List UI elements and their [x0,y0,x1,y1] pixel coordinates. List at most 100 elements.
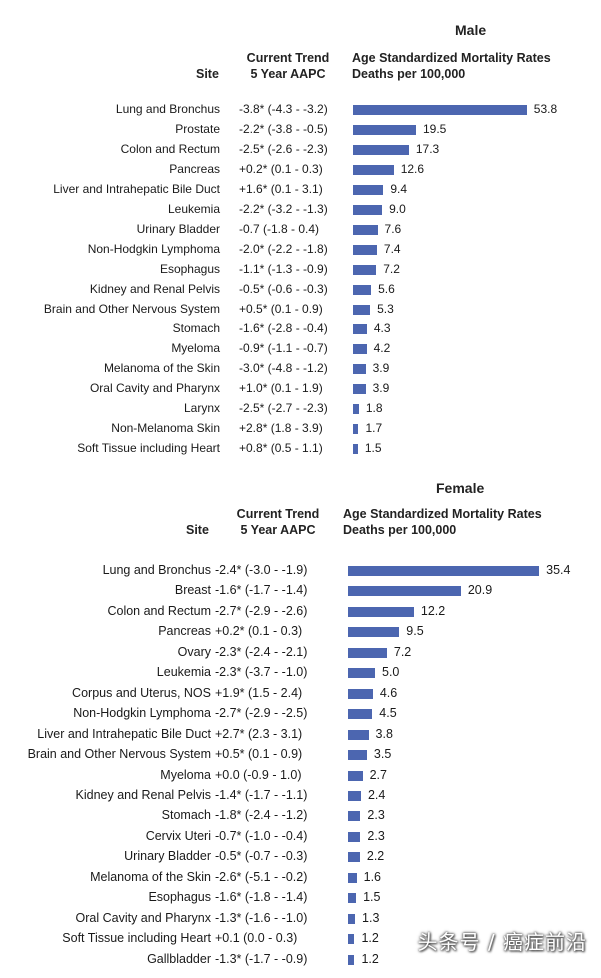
trend-label: -0.5* (-0.7 - -0.3) [215,849,308,864]
value-label: 1.8 [365,401,383,416]
site-label: Breast [174,583,211,598]
chart-row: Non-Hodgkin Lymphoma -2.7* (-2.9 - -2.5) 4… [0,704,601,724]
site-label: Kidney and Renal Pelvis [89,281,220,296]
watermark: 头条号 / 癌症前沿 [417,930,587,954]
site-label: Colon and Rectum [107,603,211,618]
trend-label: -1.1* (-1.3 - -0.9) [239,261,328,276]
chart-row: Oral Cavity and Pharynx -1.3* (-1.6 - -1.… [0,909,601,929]
chart-row: Lung and Bronchus -2.4* (-3.0 - -1.9) 35.4 [0,561,601,581]
value-label: 9.0 [389,201,406,216]
trend-label: -0.7 (-1.8 - 0.4) [239,221,320,236]
chart-row: Pancreas +0.2* (0.1 - 0.3) 9.5 [0,622,601,642]
site-label: Leukemia [156,665,211,680]
bar [353,264,377,275]
bar [353,244,377,255]
chart-row: Cervix Uteri -0.7* (-1.0 - -0.4) 2.3 [0,827,601,847]
value-label: 4.2 [373,341,391,356]
bar [348,831,361,842]
site-label: Kidney and Renal Pelvis [75,787,212,802]
trend-label: -2.4* (-3.0 - -1.9) [215,563,308,577]
value-label: 1.2 [361,931,379,946]
trend-label: -1.4* (-1.7 - -1.1) [215,787,308,802]
trend-label: +0.2* (0.1 - 0.3) [239,161,323,176]
chart-row: Soft Tissue including Heart +0.1 (0.0 - 0… [0,929,601,949]
value-label: 3.5 [373,747,392,762]
bar [348,934,355,945]
rate-header-line1: Age Standardized Mortality Rates [352,51,551,65]
chart-row: Colon and Rectum -2.5* (-2.6 - -2.3) 17.3 [0,140,601,160]
chart-row: Leukemia -2.3* (-3.7 - -1.0) 5.0 [0,663,601,683]
chart-row: Urinary Bladder -0.7 (-1.8 - 0.4) 7.6 [0,220,601,240]
trend-label: -1.6* (-1.8 - -1.4) [215,890,308,905]
bar [348,872,357,883]
site-label: Lung and Bronchus [115,102,220,116]
trend-label: +0.5* (0.1 - 0.9) [215,747,303,762]
female-chart-panel: Female Site Current Trend 5 Year AAPC Ag… [0,470,601,978]
bar [348,709,373,720]
value-label: 4.6 [379,685,398,700]
value-label: 5.3 [377,301,394,316]
chart-row: Colon and Rectum -2.7* (-2.9 - -2.6) 12.2 [0,602,601,622]
value-label: 9.5 [406,624,424,639]
bar [348,729,369,740]
site-label: Leukemia [167,201,220,216]
value-label: 1.5 [364,441,382,456]
value-label: 5.0 [382,665,400,680]
chart-row: Ovary -2.3* (-2.4 - -2.1) 7.2 [0,643,601,663]
value-label: 1.2 [361,951,379,966]
rate-header-line2: Deaths per 100,000 [352,67,466,81]
site-label: Oral Cavity and Pharynx [89,381,220,396]
site-label: Colon and Rectum [120,141,220,156]
chart-row: Stomach -1.6* (-2.8 - -0.4) 4.3 [0,319,601,339]
bar [348,790,361,801]
site-label: Soft Tissue including Heart [62,931,211,946]
site-label: Brain and Other Nervous System [27,747,211,762]
site-label: Gallbladder [147,951,211,966]
site-label: Myeloma [160,767,211,782]
site-label: Non-Hodgkin Lymphoma [87,241,220,256]
bar [348,606,414,617]
trend-label: -2.2* (-3.2 - -1.3) [239,201,328,216]
trend-header: Current Trend 5 Year AAPC [222,506,334,538]
site-header: Site [196,67,219,81]
trend-label: -2.3* (-2.4 - -2.1) [215,644,308,659]
site-label: Myeloma [171,341,220,356]
value-label: 17.3 [415,141,440,156]
bar [353,164,394,175]
site-label: Brain and Other Nervous System [43,301,220,316]
bar [353,284,372,295]
chart-row: Melanoma of the Skin -2.6* (-5.1 - -0.2) 1… [0,868,601,888]
chart-row: Gallbladder -1.3* (-1.7 - -0.9) 1.2 [0,950,601,970]
bar [348,627,400,638]
value-label: 12.6 [400,161,425,176]
value-label: 2.2 [366,849,385,864]
bar [348,566,540,576]
trend-label: -3.8* (-4.3 - -3.2) [239,102,328,116]
bar [348,811,361,822]
value-label: 7.6 [384,221,402,236]
chart-row: Stomach -1.8* (-2.4 - -1.2) 2.3 [0,806,601,826]
trend-label: -0.9* (-1.1 - -0.7) [239,341,328,356]
site-label: Cervix Uteri [145,828,211,843]
trend-label: -1.3* (-1.6 - -1.0) [215,910,308,925]
bar [348,750,367,761]
site-label: Esophagus [159,261,220,276]
site-label: Liver and Intrahepatic Bile Duct [37,726,211,741]
site-label: Urinary Bladder [124,849,211,864]
value-label: 5.6 [378,281,395,296]
trend-label: -2.6* (-5.1 - -0.2) [215,869,308,884]
trend-label: -1.8* (-2.4 - -1.2) [215,808,308,823]
trend-label: +1.6* (0.1 - 3.1) [239,181,323,196]
site-label: Liver and Intrahepatic Bile Duct [53,181,220,196]
value-label: 7.4 [383,241,401,256]
bar [353,224,378,235]
trend-header-line2: 5 Year AAPC [240,523,316,537]
site-label: Urinary Bladder [136,221,220,236]
value-label: 3.9 [372,361,390,376]
value-label: 4.5 [379,706,397,721]
bar [348,647,387,658]
bar [353,144,409,155]
chart-row: Myeloma -0.9* (-1.1 - -0.7) 4.2 [0,339,601,359]
site-label: Esophagus [148,890,211,905]
trend-label: +1.9* (1.5 - 2.4) [215,685,303,700]
